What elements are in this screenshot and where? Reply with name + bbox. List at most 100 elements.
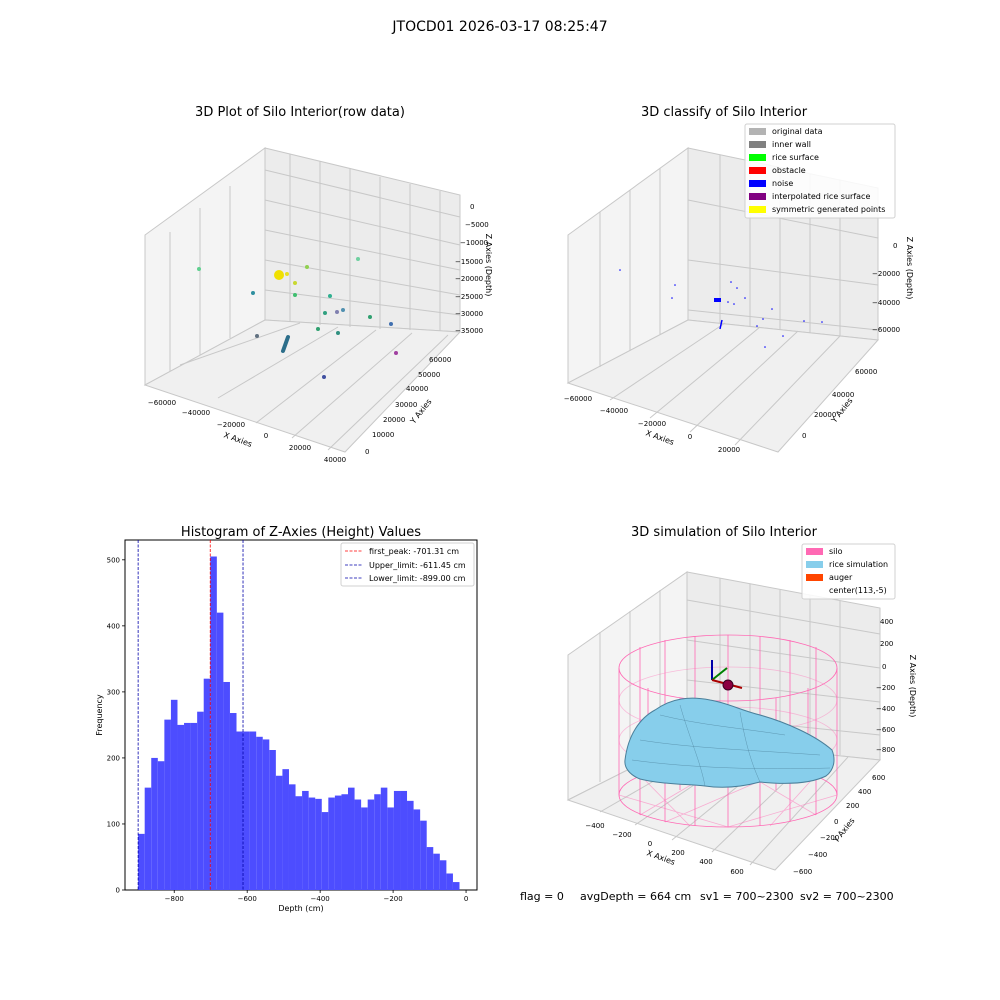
hist-bar (374, 794, 381, 890)
classify-legend-box (744, 123, 896, 219)
hist-bar (315, 798, 322, 890)
rice-surface (624, 697, 835, 788)
hist-bar (446, 873, 453, 890)
raw-y-tick: 40000 (406, 385, 428, 393)
classify-z-label: Z Axies (Depth) (905, 237, 914, 300)
hist-bar (177, 724, 185, 890)
hist-bar (354, 799, 362, 890)
raw-y-tick: 0 (365, 448, 369, 456)
hist-bar (348, 787, 355, 890)
status-footer: flag = 0 avgDepth = 664 cm sv1 = 700~230… (520, 890, 894, 903)
hist-bar (439, 860, 447, 890)
classify-point (730, 281, 732, 283)
hist-legend-label: Lower_limit: -899.00 cm (369, 574, 466, 583)
hist-y-tick: 500 (107, 556, 120, 564)
classify-point (714, 298, 721, 302)
hist-title: Histogram of Z-Axies (Height) Values (181, 525, 421, 540)
raw-z-tick: −15000 (455, 258, 483, 266)
sim-legend-swatch (806, 561, 823, 568)
classify-y-tick: 0 (802, 432, 806, 440)
hist-y-tick: 400 (107, 622, 120, 630)
hist-x-ticks: −800 −600 −400 −200 0 (165, 890, 468, 903)
sim-z-ticks: 400 200 0 −200 −400 −600 −800 (876, 618, 895, 754)
raw-point (341, 308, 345, 312)
hist-legend-label: first_peak: -701.31 cm (369, 547, 459, 556)
hist-y-tick: 100 (107, 820, 120, 828)
hist-bar (243, 731, 250, 890)
raw-z-tick: 0 (470, 203, 474, 211)
raw-point (328, 294, 332, 298)
hist-bar (229, 713, 237, 890)
classify-legend-swatch (749, 167, 766, 174)
raw-point (336, 331, 340, 335)
hist-bar (164, 719, 171, 890)
hist-bar (288, 784, 296, 890)
raw-x-tick: 40000 (324, 456, 346, 464)
raw-z-tick: −20000 (455, 275, 483, 283)
sim-x-tick: 600 (730, 868, 743, 876)
raw-points (197, 257, 398, 379)
classify-point (782, 335, 784, 337)
raw-x-tick: −40000 (182, 409, 210, 417)
raw-point (293, 293, 297, 297)
classify-point (619, 269, 621, 271)
classify-x-tick: −40000 (600, 407, 628, 415)
sim-legend-label: rice simulation (829, 560, 888, 569)
classify-legend-label: inner wall (772, 140, 811, 149)
panel-simulation-3d: 3D simulation of Silo Interior (566, 525, 917, 876)
hist-legend-label: Upper_limit: -611.45 cm (369, 561, 466, 570)
hist-legend-box (340, 542, 475, 587)
sim-y-tick: −600 (793, 868, 812, 876)
sim-legend-swatch (806, 574, 823, 581)
sim-legend: silo rice simulation auger center(113,-5… (801, 543, 896, 600)
sim-legend-box (801, 543, 896, 600)
sim-x-tick: 400 (699, 858, 712, 866)
classify-legend-label: noise (772, 179, 793, 188)
sim-x-tick: 200 (671, 849, 684, 857)
hist-x-label: Depth (cm) (278, 904, 323, 913)
hist-bar (190, 722, 198, 890)
hist-bar (426, 847, 434, 890)
sim-z-label: Z Axies (Depth) (908, 655, 917, 718)
sim-z-tick: −400 (876, 705, 895, 713)
hist-bar (413, 809, 421, 890)
classify-z-tick: −20000 (872, 270, 900, 278)
hist-bars (138, 556, 460, 890)
panel-raw-3d: 3D Plot of Silo Interior(row data) (143, 105, 493, 464)
sim-y-ticks: −600 −400 −200 0 200 400 600 (793, 774, 885, 876)
footer-sv1: sv1 = 700~2300 (700, 890, 794, 903)
raw-point (293, 281, 297, 285)
raw-z-tick: −10000 (460, 239, 488, 247)
hist-bar (170, 699, 178, 890)
raw-y-tick: 30000 (395, 401, 417, 409)
classify-x-ticks: −60000 −40000 −20000 0 20000 (564, 395, 740, 454)
sim-y-tick: 400 (858, 788, 871, 796)
raw-x-tick: 0 (264, 432, 268, 440)
classify-point (736, 287, 738, 289)
hist-bar (256, 736, 263, 890)
classify-y-tick: 20000 (814, 411, 836, 419)
classify-legend: original data inner wall rice surface ob… (744, 123, 896, 219)
classify-legend-label: original data (772, 127, 823, 136)
classify-x-tick: −20000 (638, 420, 666, 428)
raw-z-tick: −35000 (455, 327, 483, 335)
sim-x-ticks: −400 −200 0 200 400 600 (585, 822, 743, 876)
hist-bar (380, 787, 388, 890)
sim-z-tick: 0 (882, 663, 886, 671)
hist-bar (269, 750, 276, 890)
raw-point (322, 375, 326, 379)
sim-legend-swatch (806, 587, 823, 594)
hist-bar (151, 757, 158, 890)
hist-x-tick: 0 (464, 895, 468, 903)
panel-classify-3d: 3D classify of Silo Interior (564, 105, 914, 454)
hist-legend: first_peak: -701.31 cm Upper_limit: -611… (340, 542, 475, 587)
hist-y-label: Frequency (95, 694, 104, 736)
raw-z-tick: −25000 (455, 293, 483, 301)
classify-point (733, 303, 735, 305)
raw-z-ticks: 0 −5000 −10000 −15000 −20000 −25000 −300… (455, 203, 489, 335)
sim-z-tick: −600 (876, 726, 895, 734)
hist-bar (157, 761, 165, 890)
sim-title: 3D simulation of Silo Interior (631, 525, 818, 540)
raw-point-cluster (281, 335, 290, 353)
hist-bar (262, 739, 270, 890)
